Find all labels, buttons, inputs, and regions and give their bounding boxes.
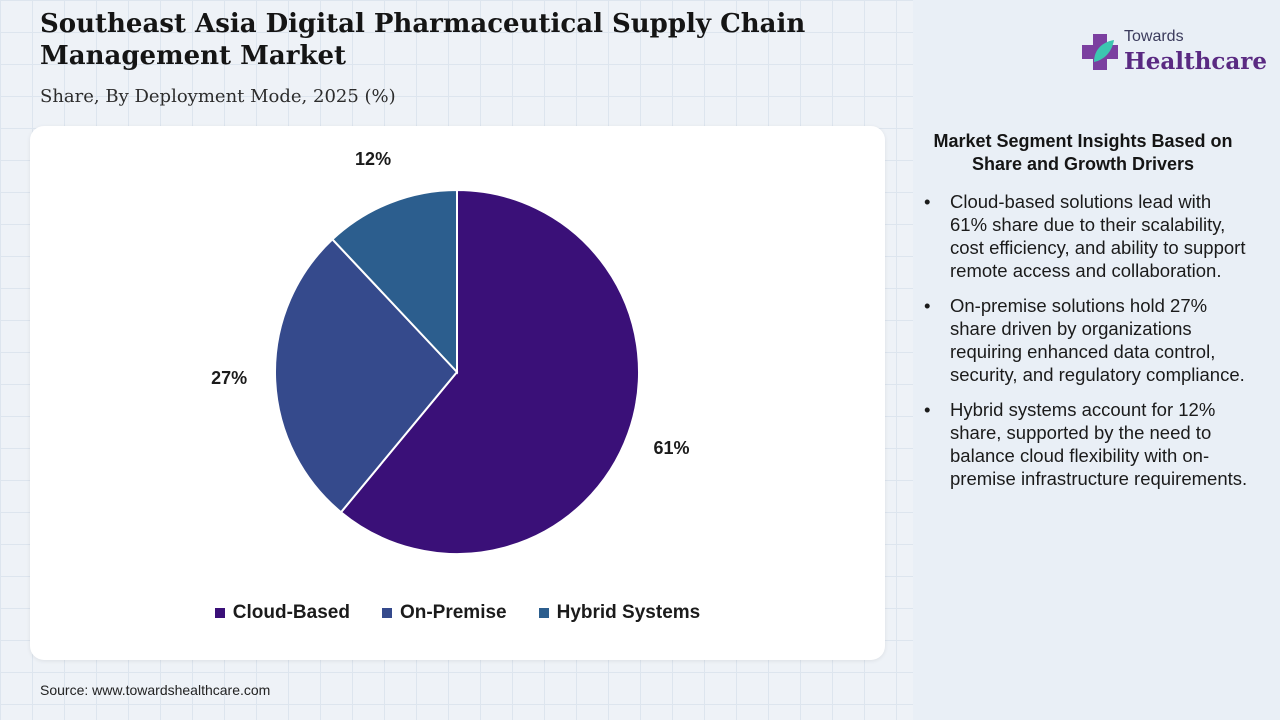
logo-text-small: Towards xyxy=(1124,28,1184,45)
pie-data-label: 12% xyxy=(355,149,391,169)
chart-card: 61% 27% 12% Cloud-Based On-Premise Hybrid … xyxy=(30,126,885,660)
insights-list: • Cloud-based solutions lead with 61% sh… xyxy=(922,190,1252,502)
insight-item: • Cloud-based solutions lead with 61% sh… xyxy=(922,190,1252,282)
chart-title: Southeast Asia Digital Pharmaceutical Su… xyxy=(40,9,806,71)
chart-subtitle: Share, By Deployment Mode, 2025 (%) xyxy=(40,86,396,107)
brand-logo[interactable]: Towards Healthcare xyxy=(1080,26,1267,80)
insight-item: • On-premise solutions hold 27% share dr… xyxy=(922,294,1252,386)
bullet-icon: • xyxy=(924,191,931,212)
chart-legend: Cloud-Based On-Premise Hybrid Systems xyxy=(30,602,885,624)
legend-item-hybrid-systems: Hybrid Systems xyxy=(538,602,701,624)
insight-item: • Hybrid systems account for 12% share, … xyxy=(922,398,1252,490)
pie-slice-cloud-based xyxy=(339,188,640,555)
legend-item-cloud-based: Cloud-Based xyxy=(214,602,350,624)
legend-label: Cloud-Based xyxy=(232,602,350,623)
insights-panel xyxy=(913,0,1280,720)
insight-text: Cloud-based solutions lead with 61% shar… xyxy=(950,191,1246,281)
bullet-icon: • xyxy=(924,295,931,316)
legend-swatch xyxy=(381,608,392,618)
cross-leaf-icon xyxy=(1082,34,1118,70)
legend-swatch xyxy=(214,608,225,618)
pie-slice-hybrid-systems xyxy=(330,188,458,375)
insight-text: Hybrid systems account for 12% share, su… xyxy=(950,399,1248,489)
insight-text: On-premise solutions hold 27% share driv… xyxy=(950,295,1245,385)
pie-data-label: 61% xyxy=(654,438,690,458)
insights-title: Market Segment Insights Based on Share a… xyxy=(933,131,1233,174)
legend-item-on-premise: On-Premise xyxy=(381,602,507,624)
pie-data-label: 27% xyxy=(211,368,247,388)
pie-chart: 61% 27% 12% xyxy=(211,149,690,555)
source-note: Source: www.towardshealthcare.com xyxy=(40,682,271,698)
bullet-icon: • xyxy=(924,399,931,420)
legend-swatch xyxy=(538,608,549,618)
logo-text-big: Healthcare xyxy=(1124,48,1268,75)
legend-label: Hybrid Systems xyxy=(556,602,701,623)
legend-label: On-Premise xyxy=(399,602,507,623)
pie-slice-on-premise xyxy=(274,237,459,514)
